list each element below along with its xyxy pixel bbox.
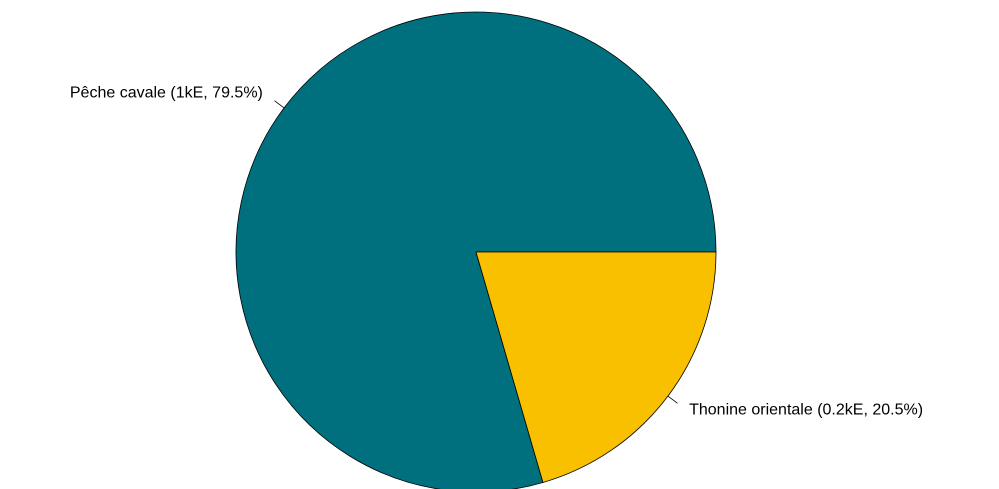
pie-labels: Pêche cavale (1kE, 79.5%) Thonine orienta… [70,85,923,419]
pie-slice-label-1: Pêche cavale (1kE, 79.5%) [70,85,263,102]
pie-slice-1 [235,11,717,489]
pie-leader-line-1 [274,100,285,109]
pie-slice-label-2: Thonine orientale (0.2kE, 20.5%) [689,402,923,419]
pie-slices [235,11,717,489]
pie-leader-line-2 [667,395,678,404]
